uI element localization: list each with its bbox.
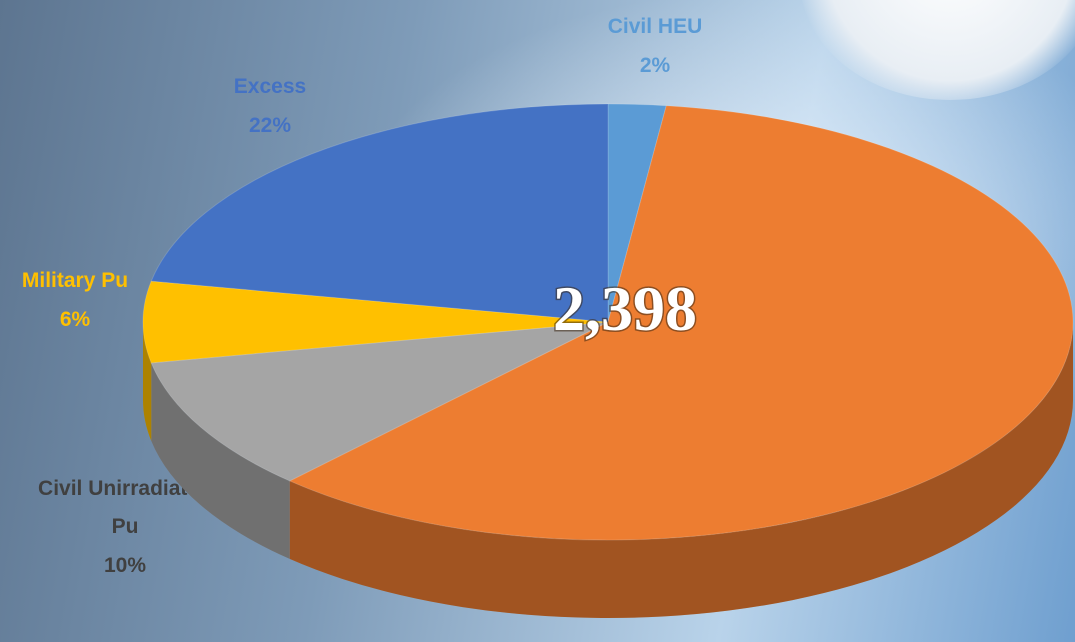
chart: Civil HEU2%Civil Unirradiated Pu10%Milit… xyxy=(0,0,1075,642)
center-label: 2,398 xyxy=(553,273,697,344)
pie-chart: 2,398 xyxy=(0,0,1075,642)
